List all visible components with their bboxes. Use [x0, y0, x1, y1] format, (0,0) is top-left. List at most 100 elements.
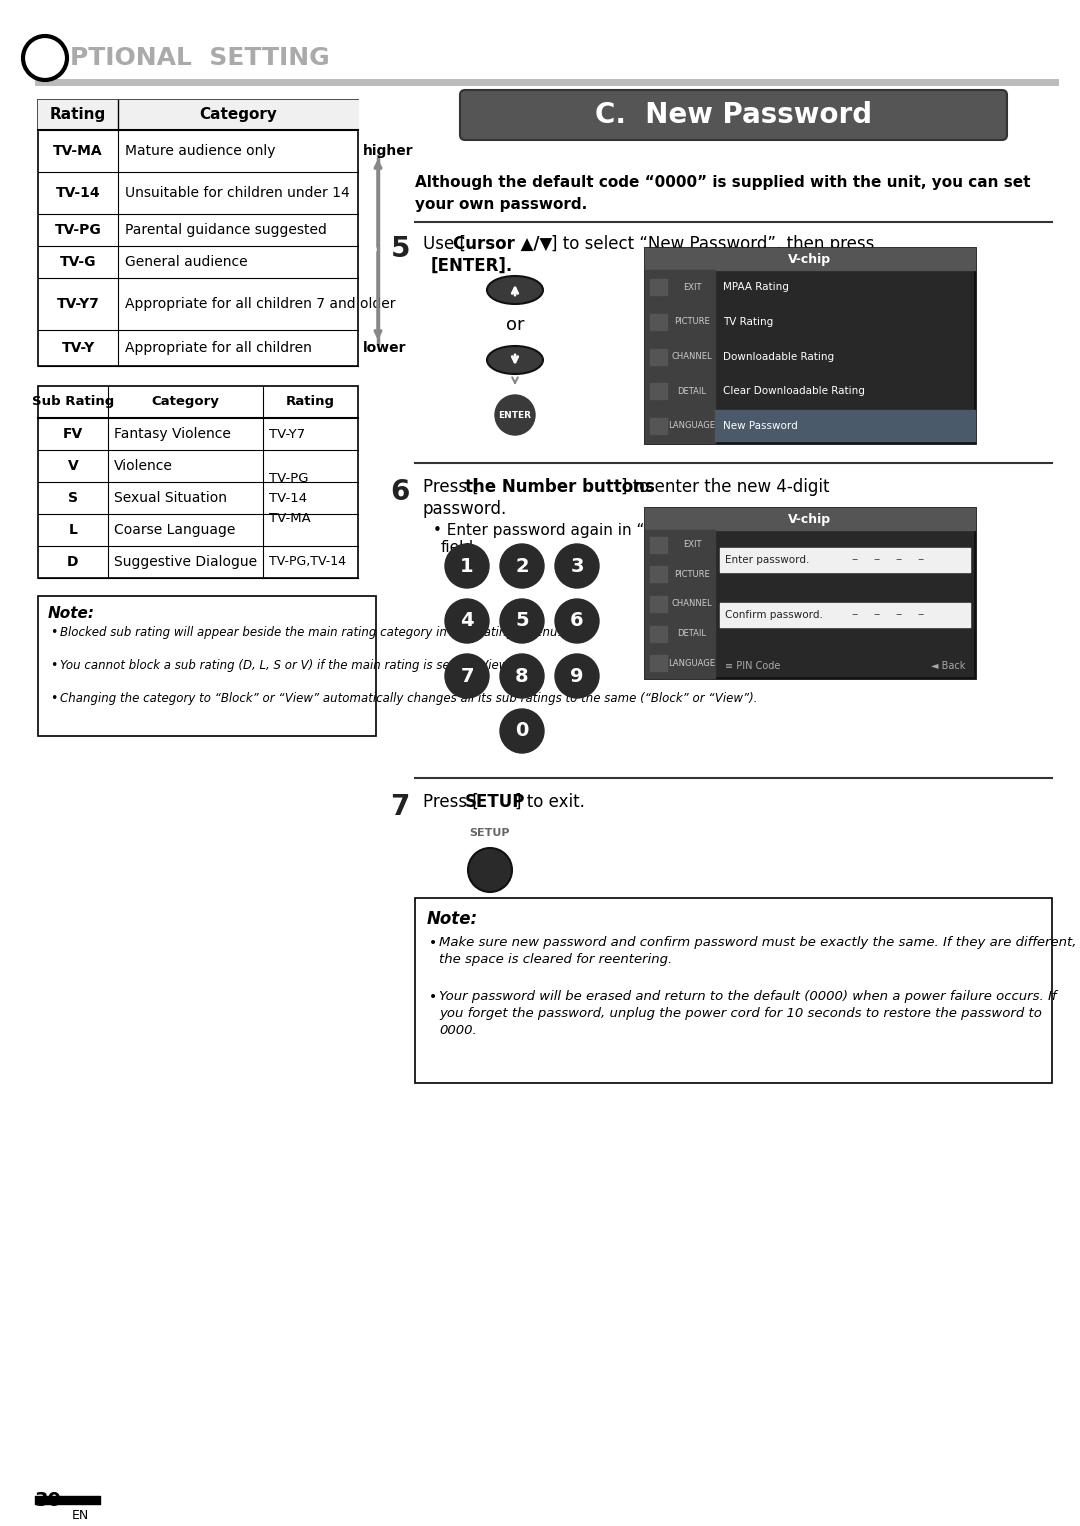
Text: V-chip: V-chip — [788, 513, 832, 525]
Text: TV-PG: TV-PG — [55, 223, 102, 237]
Circle shape — [500, 543, 544, 588]
Text: Press [: Press [ — [423, 478, 478, 496]
Text: •: • — [50, 659, 57, 671]
Text: •: • — [429, 990, 437, 1004]
Text: SETUP: SETUP — [465, 794, 525, 810]
Text: –: – — [896, 609, 902, 621]
Text: Coarse Language: Coarse Language — [114, 523, 235, 537]
Text: Downloadable Rating: Downloadable Rating — [723, 351, 834, 362]
Text: 2: 2 — [515, 557, 529, 575]
Text: ] to exit.: ] to exit. — [515, 794, 585, 810]
Text: PICTURE: PICTURE — [674, 317, 710, 327]
FancyBboxPatch shape — [460, 90, 1007, 140]
Text: • Enter password again in “Confirm password.” entry: • Enter password again in “Confirm passw… — [433, 523, 840, 539]
Bar — [38, 597, 376, 736]
Text: 6: 6 — [570, 612, 584, 630]
Text: 5: 5 — [391, 235, 410, 262]
Text: Suggestive Dialogue: Suggestive Dialogue — [114, 555, 257, 569]
Text: TV-14: TV-14 — [269, 491, 307, 505]
Text: D: D — [67, 555, 79, 569]
Text: TV-PG,TV-14: TV-PG,TV-14 — [269, 555, 346, 569]
Text: ◄ Back: ◄ Back — [931, 661, 966, 671]
Ellipse shape — [487, 276, 543, 304]
Text: –: – — [918, 554, 924, 566]
Text: MPAA Rating: MPAA Rating — [723, 282, 788, 293]
Text: ] to select “New Password”, then press: ] to select “New Password”, then press — [551, 235, 875, 253]
Text: PTIONAL  SETTING: PTIONAL SETTING — [70, 46, 329, 70]
Circle shape — [495, 395, 535, 435]
Circle shape — [555, 655, 599, 697]
Text: V: V — [68, 459, 79, 473]
Text: Note:: Note: — [48, 606, 95, 621]
Circle shape — [500, 655, 544, 697]
Text: –: – — [874, 609, 880, 621]
Text: EXIT: EXIT — [683, 282, 701, 291]
Text: You cannot block a sub rating (D, L, S or V) if the main rating is set to “View”: You cannot block a sub rating (D, L, S o… — [60, 659, 518, 671]
Circle shape — [555, 600, 599, 642]
Text: Rating: Rating — [50, 107, 106, 122]
Text: 7: 7 — [391, 794, 410, 821]
Text: LANGUAGE: LANGUAGE — [669, 659, 715, 668]
Text: Clear Downloadable Rating: Clear Downloadable Rating — [723, 386, 865, 397]
Text: Press [: Press [ — [423, 794, 478, 810]
Text: 7: 7 — [460, 667, 474, 685]
Circle shape — [500, 710, 544, 752]
Text: •: • — [429, 935, 437, 951]
Text: New Password: New Password — [723, 421, 798, 430]
Text: ≡ PIN Code: ≡ PIN Code — [725, 661, 781, 671]
Text: TV-MA: TV-MA — [269, 511, 311, 525]
Ellipse shape — [468, 848, 512, 893]
Text: TV-PG: TV-PG — [269, 472, 309, 484]
Circle shape — [445, 543, 489, 588]
Text: the Number buttons: the Number buttons — [465, 478, 654, 496]
Text: •: • — [50, 626, 57, 639]
Text: General audience: General audience — [125, 255, 247, 269]
Text: ENTER: ENTER — [499, 410, 531, 420]
Text: S: S — [68, 491, 78, 505]
Text: –: – — [896, 554, 902, 566]
Text: TV-Y: TV-Y — [62, 340, 95, 356]
Text: password.: password. — [423, 501, 508, 517]
Bar — [38, 101, 357, 366]
Text: C.  New Password: C. New Password — [595, 101, 872, 130]
Text: 0: 0 — [515, 722, 529, 740]
Text: TV-Y7: TV-Y7 — [56, 298, 99, 311]
Text: Mature audience only: Mature audience only — [125, 143, 275, 159]
Text: 9: 9 — [570, 667, 584, 685]
Text: 8: 8 — [515, 667, 529, 685]
Text: Parental guidance suggested: Parental guidance suggested — [125, 223, 327, 237]
Text: Unsuitable for children under 14: Unsuitable for children under 14 — [125, 186, 350, 200]
Text: EN: EN — [72, 1509, 90, 1521]
Text: FV: FV — [63, 427, 83, 441]
Text: L: L — [68, 523, 78, 537]
Text: Changing the category to “Block” or “View” automatically changes all its sub rat: Changing the category to “Block” or “Vie… — [60, 691, 757, 705]
Text: 3: 3 — [570, 557, 584, 575]
Text: Sub Rating: Sub Rating — [32, 395, 114, 409]
Text: LANGUAGE: LANGUAGE — [669, 421, 715, 430]
Bar — [645, 508, 975, 678]
Text: Confirm password.: Confirm password. — [725, 610, 823, 620]
Text: Appropriate for all children: Appropriate for all children — [125, 340, 312, 356]
Text: Your password will be erased and return to the default (0000) when a power failu: Your password will be erased and return … — [438, 990, 1056, 1038]
Text: field.: field. — [441, 540, 480, 555]
Text: Fantasy Violence: Fantasy Violence — [114, 427, 231, 441]
Text: higher: higher — [363, 143, 414, 159]
Text: TV-Y7: TV-Y7 — [269, 427, 306, 441]
Text: Category: Category — [199, 107, 276, 122]
Text: –: – — [918, 609, 924, 621]
Text: [ENTER].: [ENTER]. — [431, 256, 513, 275]
Circle shape — [445, 600, 489, 642]
Text: lower: lower — [363, 340, 406, 356]
Text: –: – — [874, 554, 880, 566]
Text: •: • — [50, 691, 57, 705]
Circle shape — [500, 600, 544, 642]
Text: Use [: Use [ — [423, 235, 465, 253]
Bar — [645, 249, 975, 443]
Text: 1: 1 — [460, 557, 474, 575]
Text: 5: 5 — [515, 612, 529, 630]
Text: Sexual Situation: Sexual Situation — [114, 491, 227, 505]
Text: or: or — [505, 316, 524, 334]
Text: TV Rating: TV Rating — [723, 317, 773, 327]
Text: TV-MA: TV-MA — [53, 143, 103, 159]
Text: DETAIL: DETAIL — [677, 386, 706, 395]
